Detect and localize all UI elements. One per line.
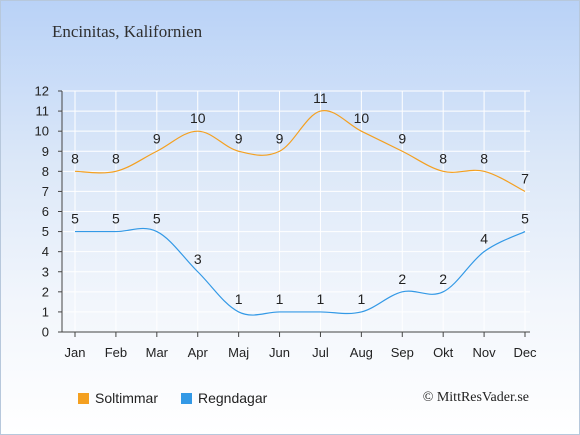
data-label-regndagar-Nov: 4 (480, 231, 488, 247)
legend-item-soltimmar: Soltimmar (78, 390, 158, 406)
y-tick-label-5: 5 (42, 224, 49, 239)
x-tick-label-Sep: Sep (391, 345, 414, 360)
series-line-soltimmar (74, 110, 526, 192)
data-label-soltimmar-Dec: 7 (521, 170, 529, 186)
y-tick-label-3: 3 (42, 264, 49, 279)
y-tick-label-11: 11 (36, 104, 50, 119)
data-label-soltimmar-Maj: 9 (235, 130, 243, 146)
y-tick-label-6: 6 (42, 204, 49, 219)
data-label-regndagar-Jan: 5 (71, 211, 79, 227)
data-label-regndagar-Jun: 1 (276, 291, 284, 307)
legend-item-regndagar: Regndagar (181, 390, 267, 406)
y-tick-label-8: 8 (42, 164, 49, 179)
data-label-soltimmar-Mar: 9 (153, 130, 161, 146)
data-label-soltimmar-Jan: 8 (71, 150, 79, 166)
data-label-regndagar-Mar: 5 (153, 211, 161, 227)
x-tick-label-Jul: Jul (312, 345, 329, 360)
legend-swatch-soltimmar (78, 393, 89, 404)
data-label-soltimmar-Jun: 9 (276, 130, 284, 146)
data-label-regndagar-Aug: 1 (357, 291, 365, 307)
x-tick-label-Jan: Jan (65, 345, 86, 360)
y-tick-label-0: 0 (42, 325, 49, 340)
y-tick-label-9: 9 (42, 144, 49, 159)
x-tick-label-Nov: Nov (473, 345, 497, 360)
data-label-regndagar-Jul: 1 (317, 291, 325, 307)
legend-swatch-regndagar (181, 393, 192, 404)
x-tick-label-Dec: Dec (513, 345, 537, 360)
y-tick-label-1: 1 (42, 304, 49, 319)
legend-label-soltimmar: Soltimmar (95, 390, 159, 406)
x-tick-label-Okt: Okt (433, 345, 454, 360)
data-label-regndagar-Sep: 2 (398, 271, 406, 287)
y-tick-label-2: 2 (42, 284, 49, 299)
y-tick-label-7: 7 (42, 184, 49, 199)
y-tick-label-4: 4 (42, 244, 49, 259)
x-tick-label-Jun: Jun (269, 345, 290, 360)
data-label-soltimmar-Nov: 8 (480, 150, 488, 166)
x-tick-label-Maj: Maj (228, 345, 249, 360)
x-tick-label-Mar: Mar (146, 345, 169, 360)
chart-title: Encinitas, Kalifornien (52, 22, 203, 41)
legend-label-regndagar: Regndagar (198, 390, 268, 406)
y-tick-label-10: 10 (35, 124, 49, 139)
data-label-soltimmar-Sep: 9 (398, 130, 406, 146)
data-label-regndagar-Apr: 3 (194, 251, 202, 267)
data-label-regndagar-Feb: 5 (112, 211, 120, 227)
x-tick-label-Apr: Apr (188, 345, 209, 360)
data-label-regndagar-Dec: 5 (521, 211, 529, 227)
copyright-notice: © MittResVader.se (422, 390, 529, 405)
data-label-regndagar-Okt: 2 (439, 271, 447, 287)
data-label-regndagar-Maj: 1 (235, 291, 243, 307)
data-label-soltimmar-Aug: 10 (354, 110, 370, 126)
series-line-regndagar (74, 227, 526, 316)
grid-lines (58, 90, 530, 333)
data-label-soltimmar-Apr: 10 (190, 110, 206, 126)
series-lines (74, 110, 526, 316)
y-tick-label-12: 12 (35, 84, 49, 99)
data-label-soltimmar-Jul: 11 (313, 90, 328, 106)
data-label-soltimmar-Feb: 8 (112, 150, 120, 166)
x-tick-label-Aug: Aug (350, 345, 373, 360)
x-tick-label-Feb: Feb (105, 345, 127, 360)
data-label-soltimmar-Okt: 8 (439, 150, 447, 166)
